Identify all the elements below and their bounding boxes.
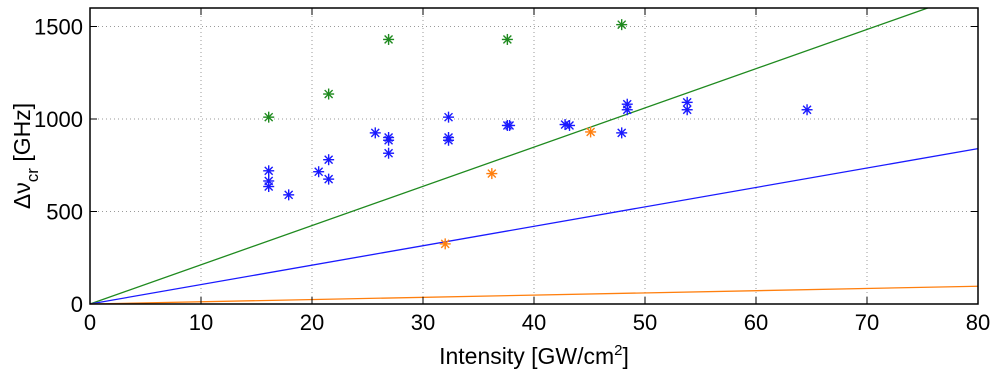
data-point — [616, 127, 628, 139]
data-point — [801, 104, 813, 116]
data-point — [323, 173, 335, 185]
y-tick-label: 1000 — [34, 107, 83, 132]
y-axis-label-tail: [GHz] — [9, 103, 35, 168]
x-tick-label: 40 — [522, 310, 546, 335]
data-point — [283, 189, 295, 201]
data-point — [323, 154, 335, 166]
data-point — [383, 134, 395, 146]
data-point — [383, 33, 395, 45]
y-axis-label-main: Δν — [9, 182, 35, 209]
axis-ticks: 0 10 20 30 40 50 60 70 80 0 500 1000 1500 — [34, 8, 990, 335]
data-point — [383, 147, 395, 159]
data-point — [681, 96, 693, 108]
x-tick-label: 60 — [744, 310, 768, 335]
x-tick-label: 30 — [411, 310, 435, 335]
x-axis-label: Intensity [GW/cm2] — [439, 342, 629, 369]
data-point — [443, 134, 455, 146]
data-point — [263, 165, 275, 177]
grid — [90, 8, 978, 304]
y-tick-label: 500 — [46, 200, 83, 225]
y-tick-label: 1500 — [34, 15, 83, 40]
data-point — [681, 104, 693, 116]
x-axis-label-sup: 2 — [614, 342, 622, 359]
data-point — [313, 166, 325, 178]
fit-line — [89, 147, 979, 305]
x-tick-label: 10 — [189, 310, 213, 335]
data-point — [263, 181, 275, 193]
data-point — [585, 126, 597, 138]
x-tick-label: 20 — [300, 310, 324, 335]
x-tick-label: 0 — [84, 310, 96, 335]
data-point — [443, 111, 455, 123]
x-tick-label: 70 — [855, 310, 879, 335]
data-point — [369, 127, 381, 139]
data-points — [263, 19, 813, 250]
y-tick-label: 0 — [71, 292, 83, 317]
x-tick-label: 80 — [966, 310, 990, 335]
y-axis-label: Δνcr [GHz] — [9, 103, 42, 209]
data-point — [504, 119, 516, 131]
data-point — [564, 119, 576, 131]
x-tick-label: 50 — [633, 310, 657, 335]
data-point — [486, 168, 498, 180]
fit-line — [89, 7, 928, 305]
data-point — [616, 19, 628, 31]
data-point — [621, 104, 633, 116]
fit-line — [89, 285, 979, 305]
x-axis-label-main: Intensity [GW/cm — [439, 343, 614, 369]
data-point — [323, 88, 335, 100]
y-axis-label-sub: cr — [23, 168, 42, 183]
data-point — [501, 33, 513, 45]
data-point — [439, 238, 451, 250]
x-axis-label-tail: ] — [623, 343, 629, 369]
data-point — [263, 111, 275, 123]
fit-lines — [89, 7, 979, 305]
